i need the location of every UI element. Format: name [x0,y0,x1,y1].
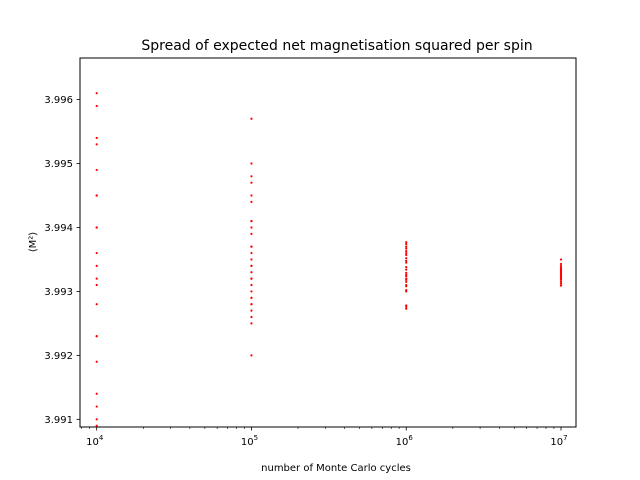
data-point [405,245,408,248]
data-point [405,271,408,274]
data-point [95,335,98,338]
data-point [95,405,98,408]
data-point [559,280,563,283]
data-point [95,392,98,395]
data-point [405,307,408,310]
x-tick-label: 106 [396,434,414,448]
data-point [250,245,253,248]
data-point [405,251,408,255]
data-point [250,264,253,267]
data-point [250,175,253,178]
data-point [250,309,253,312]
data-point [95,104,98,108]
data-point [250,303,253,306]
data-point [405,274,408,278]
data-point [250,226,253,229]
data-point [250,232,253,235]
data-point [95,226,98,229]
y-tick-label: 3.992 [44,351,73,362]
data-point [95,194,98,197]
data-point [95,303,98,306]
data-point [405,243,408,246]
data-point [405,305,408,308]
x-tick-label: 107 [550,434,567,448]
data-point [559,262,563,266]
data-point [405,259,408,262]
data-point [405,266,408,269]
y-tick-label: 3.996 [44,95,73,106]
data-point [95,418,98,421]
data-point [95,424,98,427]
data-point [95,277,98,280]
data-point [250,162,253,165]
y-tick-label: 3.994 [44,223,73,234]
data-point [405,250,408,253]
data-point [405,247,408,250]
y-tick-label: 3.991 [44,415,73,426]
data-point [405,241,408,244]
x-axis-label: number of Monte Carlo cycles [261,463,411,474]
data-point [559,264,563,267]
data-point [559,258,563,261]
data-point [250,283,253,287]
data-point [405,290,408,293]
x-axis: 104 105 106 107 [81,427,568,448]
y-tick-label: 3.993 [44,287,73,298]
data-point [95,92,98,95]
data-point [405,253,408,257]
chart-title: Spread of expected net magnetisation squ… [141,38,532,54]
data-point [405,261,408,264]
x-tick-label: 105 [241,434,258,448]
data-point [250,200,253,203]
x-tick-label: 104 [86,434,104,448]
data-point [95,264,98,267]
data-point [250,277,253,280]
data-point [250,296,253,299]
data-points [95,92,563,427]
data-point [250,194,253,197]
y-tick-label: 3.995 [44,159,73,170]
data-point [250,181,253,184]
data-point [95,136,98,140]
data-point [559,284,563,287]
data-point [405,285,408,288]
data-point [95,251,98,255]
data-point [250,322,253,325]
data-point [250,117,253,120]
data-point [250,258,253,261]
data-point [559,282,563,285]
data-point [405,280,408,283]
data-point [405,268,408,271]
data-point [95,360,98,363]
data-point [95,168,98,172]
data-point [559,278,563,282]
data-point [250,315,253,319]
data-point [250,251,253,255]
data-point [95,283,98,287]
data-point [405,278,408,282]
data-point [250,354,253,357]
data-point [95,143,98,146]
y-axis: 3.991 3.992 3.993 3.994 3.995 3.996 [44,95,80,426]
plot-area-frame [79,57,577,428]
data-point [250,219,253,223]
data-point [250,290,253,293]
y-axis-label: ⟨M²⟩ [28,232,39,253]
data-point [405,257,408,260]
data-point [250,271,253,274]
